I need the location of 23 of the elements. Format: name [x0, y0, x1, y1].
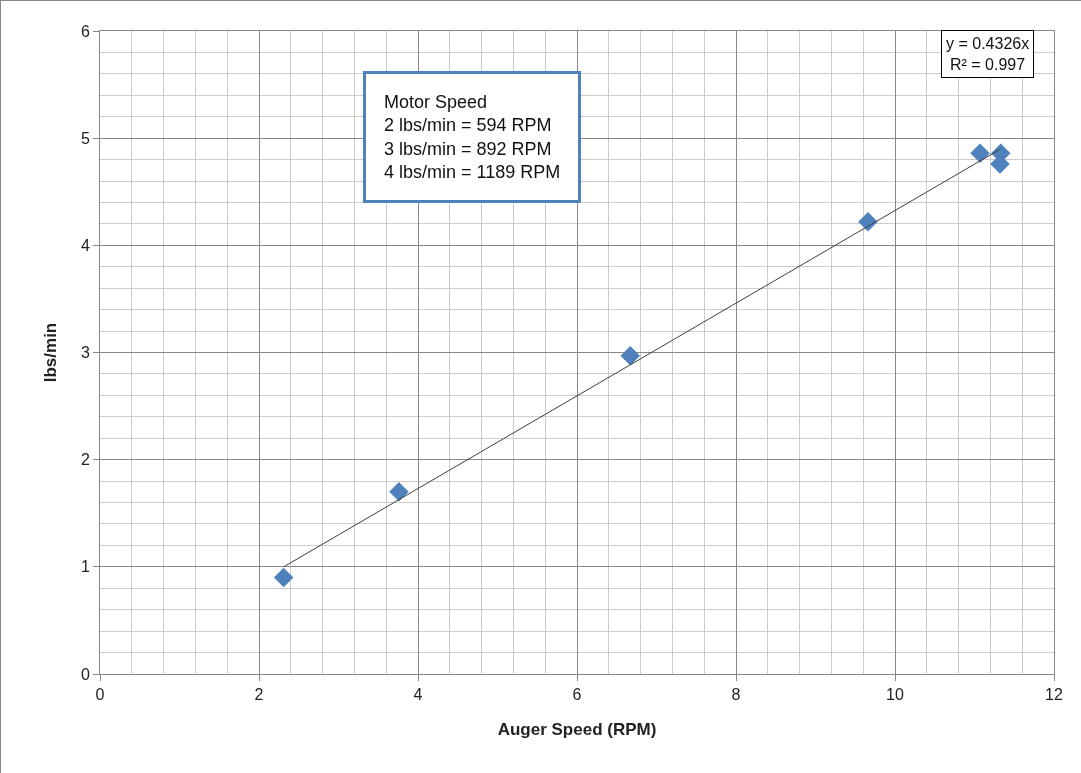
x-tick-label: 8: [731, 686, 741, 704]
y-tick-label: 2: [80, 451, 90, 469]
y-tick-label: 1: [80, 558, 90, 576]
x-tick-label: 2: [254, 686, 264, 704]
x-tick-label: 6: [572, 686, 582, 704]
y-axis-title: lbs/min: [41, 322, 60, 383]
point: [389, 482, 409, 502]
annotation: Motor Speed 2 lbs/min = 594 RPM 3 lbs/min = 892 RPM 4 lbs/min = 1189 RPM: [384, 92, 561, 183]
y-tick-label: 0: [80, 665, 90, 683]
point: [273, 567, 294, 588]
y-tick-label: 6: [80, 22, 90, 40]
x-tick-label: 12: [1045, 686, 1063, 704]
annotation: y = 0.4326x R² = 0.997: [946, 35, 1030, 73]
y-tick-label: 4: [80, 236, 90, 254]
x-tick-label: 4: [413, 686, 423, 704]
x-tick-label: 10: [886, 686, 904, 704]
y-tick-label: 3: [80, 344, 90, 362]
point: [970, 143, 990, 163]
x-axis-title: Auger Speed (RPM): [497, 720, 657, 739]
point: [858, 212, 878, 232]
point: [620, 345, 641, 366]
y-tick-label: 5: [80, 129, 90, 147]
x-tick-label: 0: [95, 686, 105, 704]
